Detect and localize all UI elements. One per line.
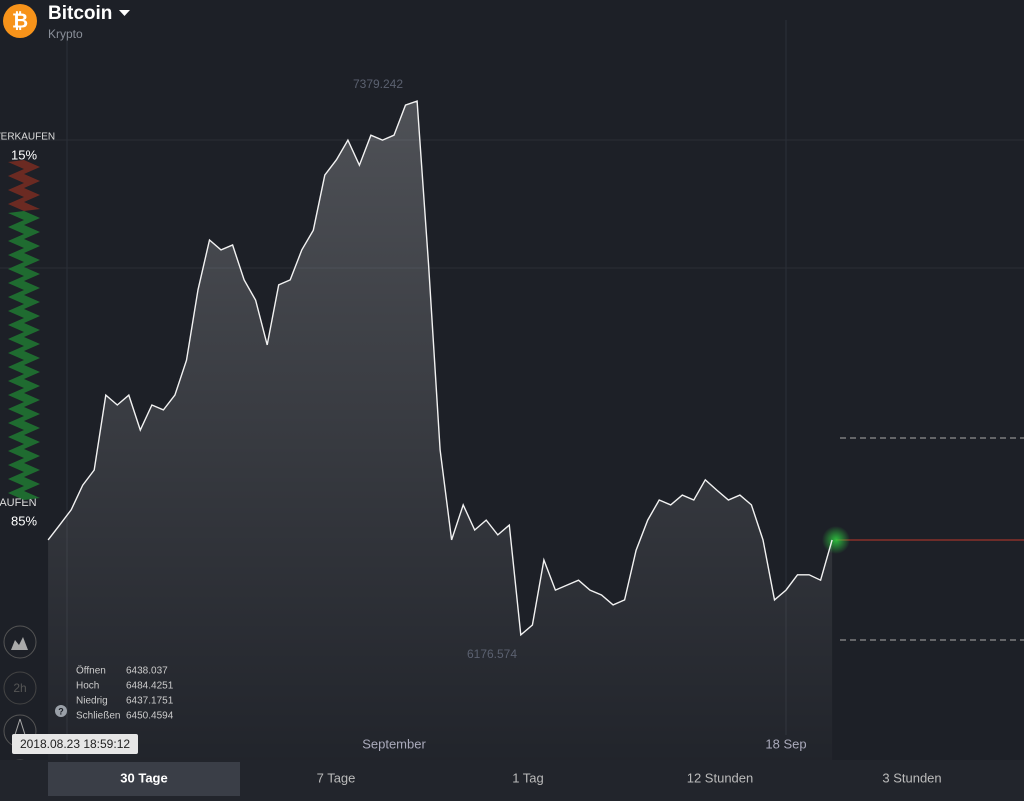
help-mark: ? [58,706,64,716]
ohlc-value: 6450.4594 [126,711,174,722]
ohlc-value: 6484.4251 [126,681,174,692]
coin-symbol: ₿ [12,10,28,32]
ohlc-value: 6437.1751 [126,696,174,707]
dropdown-arrow[interactable] [119,10,130,16]
timeframe-tab[interactable]: 12 Stunden [687,770,754,785]
sell-percent: 15% [11,147,37,162]
coin-icon[interactable] [3,4,37,38]
current-price-glow [822,526,850,554]
timestamp: 2018.08.23 18:59:12 [20,737,130,751]
low-label: 6176.574 [467,647,517,661]
chart-type-button[interactable] [3,625,37,659]
timeframe-tab[interactable]: 7 Tage [317,770,356,785]
ohlc-name: Schließen [76,711,120,722]
period-text: 2h [13,681,26,695]
high-label: 7379.242 [353,77,403,91]
timeframe-tabs: 30 Tage 7 Tage 1 Tag 12 Stunden 3 Stunden [48,762,942,796]
sell-bar [8,160,40,211]
buy-bar [8,211,40,500]
timeframe-tab[interactable]: 1 Tag [512,770,544,785]
period-button[interactable] [3,671,37,705]
asset-subtitle: Krypto [48,27,83,41]
sell-label: VERKAUFEN [0,132,55,143]
ohlc-name: Niedrig [76,696,108,707]
price-area [48,101,833,761]
active-tab[interactable] [48,762,240,796]
buy-label: KAUFEN [0,497,37,509]
x-axis-label: 18 Sep [765,736,806,751]
sentiment: VERKAUFEN 15% KAUFEN 85% [0,132,55,529]
x-axis-label: September [362,736,426,751]
timeframe-tab[interactable]: 30 Tage [120,770,167,785]
ohlc-name: Öffnen [76,665,106,677]
chart-type-icon [11,637,28,650]
ohlc-name: Hoch [76,681,99,692]
ohlc-panel: Öffnen 6438.037 Hoch 6484.4251 Niedrig 6437.1… [76,665,174,722]
asset-title[interactable]: Bitcoin [48,3,112,24]
ohlc-value: 6438.037 [126,666,168,677]
timestamp-box [12,734,138,754]
price-line [47,100,833,637]
buy-percent: 85% [11,513,37,528]
timeframe-tab[interactable]: 3 Stunden [882,770,941,785]
price-chart: September 18 Sep 7379.242 6176.574 [47,77,833,761]
help-icon[interactable] [55,705,67,717]
